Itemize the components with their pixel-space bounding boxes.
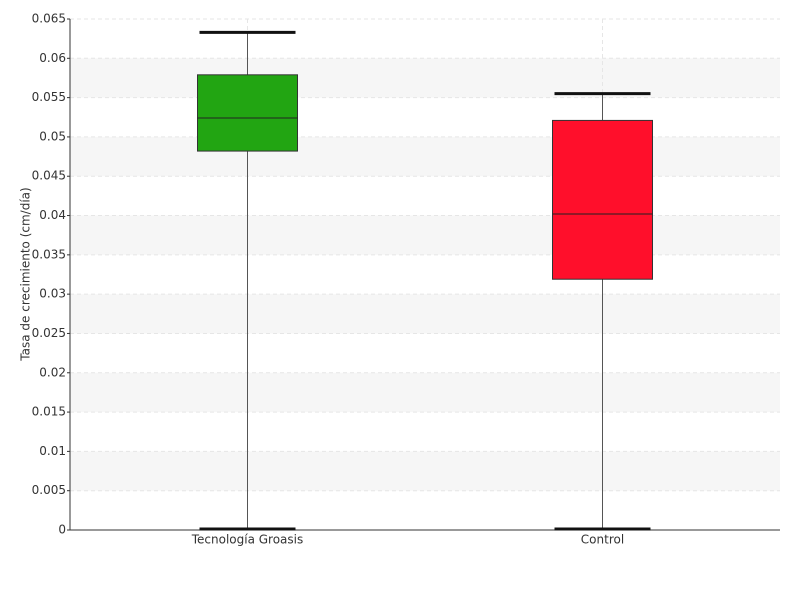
y-tick-label: 0.025 [32,326,66,340]
y-tick-label: 0.05 [39,129,66,143]
grid-band [70,215,780,255]
y-tick-label: 0.035 [32,247,66,261]
y-tick-label: 0.02 [39,365,66,379]
grid-band [70,58,780,98]
y-tick-label: 0.005 [32,483,66,497]
grid-band [70,294,780,334]
y-axis-label: Tasa de crecimiento (cm/día) [19,187,33,361]
y-tick-label: 0 [58,523,66,537]
grid-band [70,136,780,177]
y-tick-label: 0.03 [39,287,66,301]
y-tick-label: 0.04 [39,208,66,222]
y-tick-label: 0.055 [32,90,66,104]
box [552,119,653,280]
grid-band [70,372,780,413]
y-tick-label: 0.06 [39,51,66,65]
y-tick-label: 0.015 [32,405,66,419]
y-tick-label: 0.01 [39,444,66,458]
x-tick-label: Control [581,533,624,547]
grid-band [70,451,780,491]
y-tick-label: 0.065 [32,12,66,26]
y-tick-label: 0.045 [32,169,66,183]
x-tick-label: Tecnología Groasis [191,533,304,547]
box [197,74,298,152]
